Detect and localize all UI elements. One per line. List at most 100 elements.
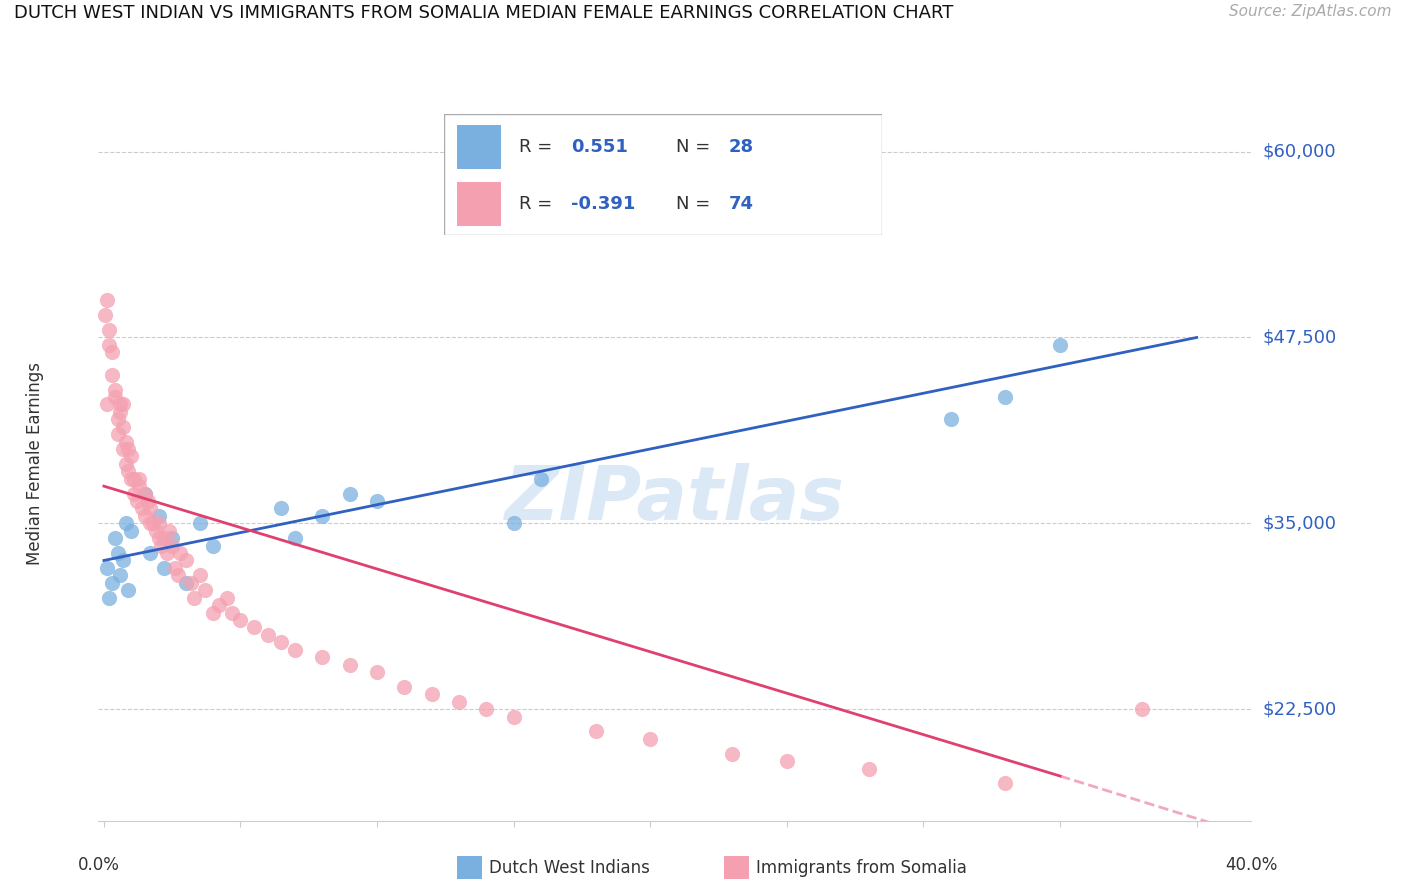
Point (117, 583, 139, 598)
Point (128, 479, 150, 493)
Point (153, 561, 176, 575)
Point (939, 412, 962, 426)
Point (183, 591, 205, 605)
Text: $22,500: $22,500 (1263, 700, 1337, 718)
Point (502, 516, 524, 531)
Point (160, 531, 183, 545)
Point (142, 516, 165, 531)
Point (339, 657, 361, 672)
Point (188, 516, 211, 531)
Point (134, 486, 156, 500)
Point (117, 464, 139, 478)
Text: Dutch West Indians: Dutch West Indians (489, 859, 650, 877)
Point (150, 539, 173, 553)
Point (98, 323, 121, 337)
Point (120, 450, 142, 464)
Point (98, 338, 121, 352)
Point (153, 531, 176, 545)
Point (114, 434, 136, 449)
Point (447, 695, 470, 709)
Point (111, 419, 134, 434)
Point (114, 516, 136, 531)
Point (311, 508, 333, 523)
Point (640, 731, 662, 746)
Text: 40.0%: 40.0% (1225, 856, 1278, 874)
Point (169, 546, 191, 560)
Point (148, 516, 170, 531)
Point (148, 531, 170, 545)
Point (215, 591, 238, 605)
Point (530, 472, 553, 486)
Text: Median Female Earnings: Median Female Earnings (25, 362, 44, 566)
Point (96, 561, 118, 575)
Point (394, 680, 416, 694)
Point (188, 568, 211, 582)
Text: Source: ZipAtlas.com: Source: ZipAtlas.com (1229, 4, 1392, 20)
Point (139, 501, 162, 516)
Point (128, 472, 150, 486)
Point (202, 606, 225, 620)
Point (994, 390, 1017, 404)
Point (110, 568, 132, 582)
Point (207, 598, 229, 612)
Point (120, 524, 142, 538)
Point (145, 524, 167, 538)
Point (174, 553, 197, 567)
Point (148, 508, 170, 523)
Text: DUTCH WEST INDIAN VS IMMIGRANTS FROM SOMALIA MEDIAN FEMALE EARNINGS CORRELATION : DUTCH WEST INDIAN VS IMMIGRANTS FROM SOM… (14, 4, 953, 22)
Point (270, 501, 292, 516)
Point (156, 546, 179, 560)
Point (104, 531, 127, 545)
Point (101, 575, 124, 590)
Point (136, 494, 159, 508)
Point (134, 486, 156, 500)
Point (585, 724, 607, 739)
Point (117, 442, 139, 456)
Point (420, 687, 443, 701)
Point (163, 561, 186, 575)
Point (122, 486, 145, 500)
Text: 0.0%: 0.0% (77, 856, 120, 874)
Point (104, 390, 127, 404)
Point (180, 575, 202, 590)
Point (221, 606, 243, 620)
Point (174, 575, 197, 590)
Point (858, 762, 880, 776)
Point (107, 427, 129, 442)
Point (256, 628, 278, 642)
Point (202, 539, 225, 553)
Point (114, 457, 136, 471)
Text: ZIPatlas: ZIPatlas (505, 463, 845, 536)
Text: $35,000: $35,000 (1263, 515, 1337, 533)
Point (110, 405, 132, 419)
Point (94, 308, 117, 322)
Point (120, 472, 142, 486)
Point (101, 345, 124, 359)
Point (994, 776, 1017, 790)
Point (110, 397, 132, 411)
Point (111, 553, 134, 567)
Point (98, 591, 121, 605)
Point (134, 508, 156, 523)
Point (101, 368, 124, 382)
Point (104, 383, 127, 397)
Point (229, 613, 252, 627)
Point (139, 546, 162, 560)
Point (107, 412, 129, 426)
Point (502, 709, 524, 723)
Point (166, 568, 188, 582)
Point (366, 665, 388, 679)
Text: $47,500: $47,500 (1263, 328, 1337, 346)
Point (125, 494, 148, 508)
Point (311, 650, 333, 665)
Point (284, 642, 307, 657)
Point (107, 546, 129, 560)
Point (139, 516, 162, 531)
Point (284, 531, 307, 545)
Text: Immigrants from Somalia: Immigrants from Somalia (756, 859, 967, 877)
Point (270, 635, 292, 649)
Point (96, 397, 118, 411)
Point (111, 442, 134, 456)
Point (721, 747, 744, 761)
Point (131, 501, 153, 516)
